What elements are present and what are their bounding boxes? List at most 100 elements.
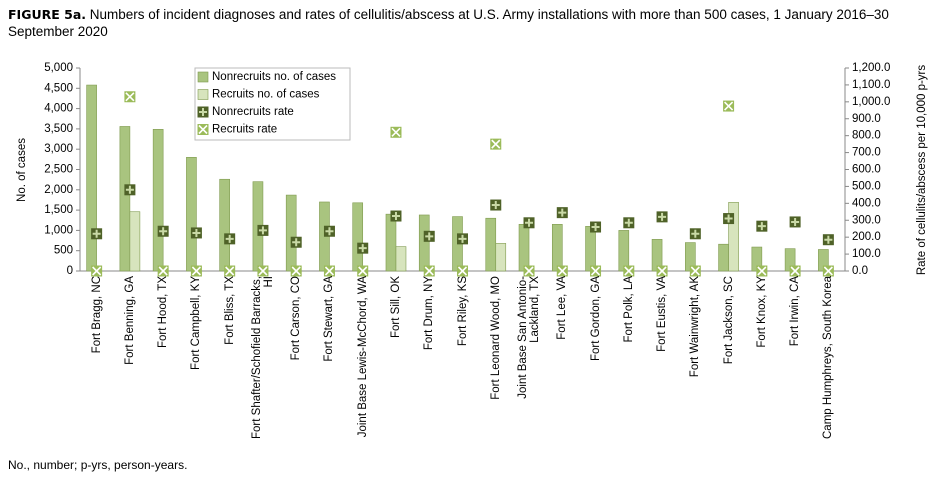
rate-marker <box>656 211 668 223</box>
rate-marker-glyph <box>524 266 534 276</box>
rate-marker <box>390 126 402 138</box>
y-tick-label: 500 <box>54 245 73 257</box>
y2-tick-label: 400.0 <box>852 197 881 209</box>
rate-marker-glyph <box>590 266 601 276</box>
rate-marker-glyph <box>491 139 501 149</box>
rate-marker-glyph <box>591 223 600 232</box>
y-tick-label: 3,000 <box>44 143 73 155</box>
rate-marker-glyph <box>558 208 567 217</box>
rate-marker-glyph <box>691 229 700 238</box>
x-tick-label: Fort Shafter/Schofield Barracks, HI <box>250 276 275 439</box>
rate-marker-glyph <box>424 266 434 276</box>
rate-marker-glyph <box>92 266 102 276</box>
rate-marker-glyph <box>358 266 368 276</box>
bar <box>86 84 97 272</box>
x-tick-label: Fort Knox, KY <box>755 276 768 348</box>
bar <box>618 230 630 272</box>
rate-marker-glyph <box>457 266 468 276</box>
rate-marker <box>523 217 535 229</box>
legend-swatch <box>197 71 209 83</box>
y2-tick-label: 800.0 <box>852 130 881 142</box>
rate-marker <box>91 228 103 240</box>
bar <box>585 226 596 272</box>
x-tick-label: Camp Humphreys, South Korea <box>822 276 835 439</box>
rate-marker-glyph <box>292 238 301 247</box>
bar <box>728 202 739 272</box>
x-tick-label: Fort Hood, TX <box>157 276 170 349</box>
x-tick-label: Fort Polk, LA <box>622 276 635 343</box>
y2-tick-label: 1,000.0 <box>852 96 890 108</box>
x-tick-label: Joint Base San Antonio-Lackland, TX <box>517 276 542 399</box>
legend-box <box>194 67 351 141</box>
rate-marker-glyph <box>92 229 101 238</box>
y-axis-label: No. of cases <box>16 138 28 202</box>
rate-marker <box>323 265 335 277</box>
bar <box>129 211 141 272</box>
y-tick-label: 1,000 <box>44 224 73 236</box>
y2-tick-label: 1,100.0 <box>852 79 890 91</box>
x-tick-label: Fort Campbell, KY <box>190 276 203 370</box>
bar <box>186 157 197 272</box>
x-tick-label: Fort Eustis, VA <box>656 276 669 352</box>
x-tick-label: Fort Drum, NY <box>423 276 436 351</box>
rate-marker <box>756 265 768 277</box>
rate-marker <box>357 242 369 254</box>
bar <box>352 202 364 272</box>
x-tick-label: Joint Base Lewis-McChord, WA <box>356 276 369 438</box>
x-tick-label: Fort Lee, VA <box>556 276 569 340</box>
bar <box>219 178 230 272</box>
bar <box>285 194 297 272</box>
rate-marker <box>822 234 834 246</box>
y-tick-label: 3,500 <box>44 123 73 135</box>
rate-marker-glyph <box>791 217 800 226</box>
rate-marker-glyph <box>823 266 833 276</box>
legend-marker <box>197 106 209 118</box>
legend-marker <box>197 124 209 135</box>
x-tick-label: Fort Leonard Wood, MO <box>489 276 502 400</box>
rate-marker <box>290 236 302 248</box>
rate-marker-glyph <box>724 101 734 111</box>
y-tick-label: 2,500 <box>44 164 73 176</box>
y2-tick-label: 1,200.0 <box>852 62 890 74</box>
y-tick-label: 0 <box>67 265 73 277</box>
y-tick-label: 4,500 <box>44 82 73 94</box>
x-tick-label: Fort Irwin, CA <box>789 276 802 347</box>
x-tick-label: Fort Riley, KS <box>456 276 469 347</box>
rate-marker <box>656 265 668 277</box>
x-tick-label: Fort Stewart, GA <box>323 276 336 362</box>
rate-marker-glyph <box>491 201 500 210</box>
rate-marker-glyph <box>358 244 367 253</box>
title-block: FIGURE 5a. Numbers of incident diagnoses… <box>8 6 933 40</box>
y2-tick-label: 900.0 <box>852 113 881 125</box>
rate-marker <box>124 91 136 103</box>
rate-marker <box>323 225 335 237</box>
rate-marker <box>457 265 468 277</box>
rate-marker-glyph <box>158 266 168 276</box>
bar <box>418 214 430 272</box>
rate-marker-glyph <box>324 266 335 276</box>
rate-marker <box>290 265 302 277</box>
rate-marker <box>590 265 602 277</box>
rate-marker <box>357 265 369 277</box>
rate-marker <box>457 233 468 245</box>
rate-marker-glyph <box>225 234 234 243</box>
rate-marker <box>789 265 801 277</box>
rate-marker-glyph <box>391 212 400 221</box>
y-tick-label: 5,000 <box>44 62 73 74</box>
rate-marker <box>789 216 801 228</box>
x-tick-label: Fort Carson, CO <box>290 276 303 361</box>
y2-axis-label: Rate of cellulits/abscess per 10,000 p-y… <box>916 65 928 276</box>
rate-marker-glyph <box>658 212 667 221</box>
rate-marker-glyph <box>225 266 235 276</box>
x-tick-label: Fort Sill, OK <box>389 276 402 338</box>
bar <box>395 246 407 272</box>
rate-marker <box>190 227 202 239</box>
rate-marker <box>157 225 169 237</box>
rate-marker <box>257 224 269 236</box>
bar <box>495 243 507 272</box>
rate-marker <box>756 220 768 232</box>
rate-marker-glyph <box>159 227 168 236</box>
rate-marker <box>91 265 103 277</box>
y-tick-label: 4,000 <box>44 103 73 115</box>
